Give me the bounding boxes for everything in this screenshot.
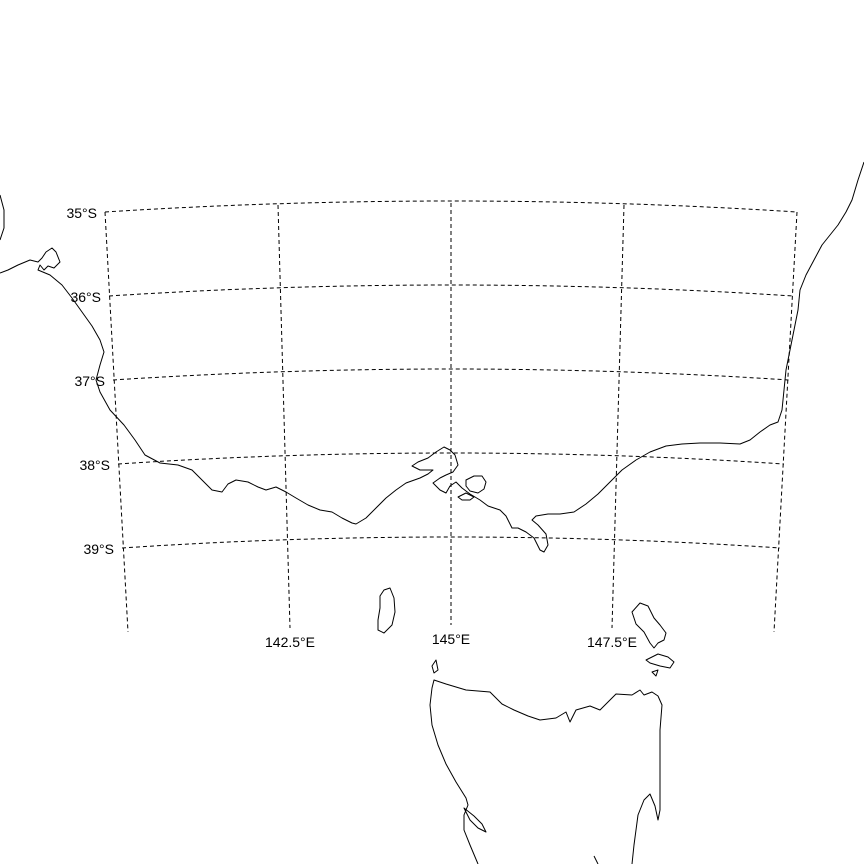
coastline-cape-otway [0, 194, 5, 241]
island-king [377, 587, 396, 634]
coastline-mainland-west [0, 161, 864, 553]
lat-label-36s: 36°S [70, 289, 101, 305]
meridian-150e [773, 211, 798, 633]
island-clarke [651, 669, 659, 677]
latitude-labels: 35°S 36°S 37°S 38°S 39°S [66, 205, 114, 557]
meridian-142-5e [277, 204, 291, 629]
graticule-meridians [104, 203, 798, 633]
lon-label-145e: 145°E [432, 631, 470, 647]
island-small-north-tasmania [431, 659, 439, 674]
lat-label-35s: 35°S [66, 205, 97, 221]
parallel-35s [104, 200, 798, 213]
lat-label-39s: 39°S [83, 541, 114, 557]
parallel-39s [121, 536, 781, 549]
island-bruny [463, 807, 487, 833]
lat-label-37s: 37°S [74, 373, 105, 389]
longitude-labels: 142.5°E 145°E 147.5°E [265, 631, 637, 650]
meridian-147-5e [611, 204, 625, 629]
meridian-140e [104, 211, 129, 633]
coastlines [0, 161, 864, 864]
island-french [465, 475, 487, 494]
lon-label-147-5e: 147.5°E [587, 634, 637, 650]
island-cape-barren [645, 653, 675, 669]
lon-label-142-5e: 142.5°E [265, 634, 315, 650]
island-tasmania [429, 679, 663, 864]
island-phillip [457, 492, 475, 501]
parallel-38s [117, 452, 785, 465]
coastline-tasmania-south-tip [593, 855, 599, 864]
parallel-37s [112, 368, 790, 381]
island-flinders [631, 602, 667, 649]
lat-label-38s: 38°S [79, 457, 110, 473]
graticule-parallels [104, 200, 798, 549]
